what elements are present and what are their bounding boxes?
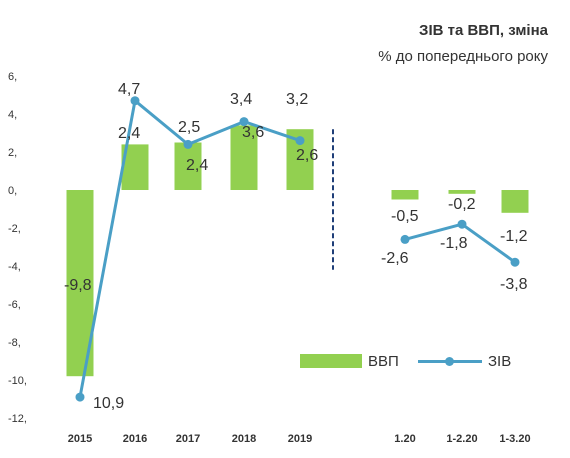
legend-item-gdp: ВВП — [300, 348, 399, 374]
legend: ВВП ЗІВ — [300, 348, 560, 374]
y-tick-label: 0, — [8, 185, 17, 197]
y-tick-label: -12, — [8, 413, 27, 425]
zib-line-labels: 10,9 4,7 2,4 3,6 2,6 -2,6 -1,8 -3,8 — [93, 81, 528, 412]
x-tick-label: 2015 — [68, 433, 92, 445]
gdp-value-label: -1,2 — [500, 228, 528, 245]
gdp-bar — [448, 190, 476, 194]
y-tick-label: -2, — [8, 223, 21, 235]
x-tick-label: 1.20 — [394, 433, 415, 445]
zib-value-label: -2,6 — [381, 250, 409, 267]
gdp-value-label: -0,5 — [391, 208, 419, 225]
gdp-bar-labels: -9,8 2,4 2,5 3,4 3,2 -0,5 -0,2 -1,2 — [64, 91, 528, 294]
gdp-value-label: 3,2 — [286, 91, 308, 108]
gdp-value-label: 2,5 — [178, 119, 200, 136]
zib-value-label: 4,7 — [118, 81, 140, 98]
x-tick-label: 1-3.20 — [499, 433, 530, 445]
x-axis-ticks: 2015 2016 2017 2018 2019 1.20 1-2.20 1-3.20 — [68, 433, 531, 445]
zib-point — [75, 392, 85, 402]
chart-subtitle: % до попереднього року — [378, 48, 548, 65]
zib-point — [130, 96, 140, 106]
zib-point — [183, 139, 193, 149]
zib-point — [239, 117, 249, 127]
legend-item-zib: ЗІВ — [418, 348, 511, 374]
legend-swatch-gdp — [300, 354, 362, 368]
zib-value-label: 2,6 — [296, 147, 318, 164]
zib-point — [510, 257, 520, 267]
legend-label-zib: ЗІВ — [488, 352, 512, 370]
zib-value-label: 2,4 — [186, 157, 208, 174]
zib-point — [295, 136, 305, 146]
y-tick-label: -8, — [8, 337, 21, 349]
y-tick-label: 6, — [8, 71, 17, 83]
zib-value-label: 10,9 — [93, 395, 124, 412]
gdp-value-label: 3,4 — [230, 91, 252, 108]
y-tick-label: 4, — [8, 109, 17, 121]
legend-swatch-zib — [418, 354, 482, 368]
gdp-value-label: -9,8 — [64, 277, 92, 294]
x-tick-label: 2016 — [123, 433, 147, 445]
gdp-bar — [230, 125, 258, 190]
legend-label-gdp: ВВП — [368, 352, 399, 370]
gdp-value-label: 2,4 — [118, 125, 140, 142]
gdp-bar — [174, 142, 202, 190]
x-tick-label: 1-2.20 — [446, 433, 477, 445]
zib-point — [400, 234, 410, 244]
x-tick-label: 2018 — [232, 433, 256, 445]
x-tick-label: 2019 — [288, 433, 312, 445]
y-tick-label: -4, — [8, 261, 21, 273]
zib-line — [75, 96, 520, 402]
x-tick-label: 2017 — [176, 433, 200, 445]
zib-value-label: -1,8 — [440, 235, 468, 252]
zib-value-label: 3,6 — [242, 124, 264, 141]
y-axis-ticks: 6, 4, 2, 0, -2, -4, -6, -8, -10, -12, — [8, 71, 27, 425]
gdp-bars — [66, 125, 529, 377]
y-tick-label: -6, — [8, 299, 21, 311]
gdp-bar — [391, 190, 419, 200]
gdp-bar — [501, 190, 529, 213]
zib-point — [457, 219, 467, 229]
chart-title: ЗІВ та ВВП, зміна — [419, 22, 548, 39]
y-tick-label: -10, — [8, 375, 27, 387]
zib-value-label: -3,8 — [500, 276, 528, 293]
gdp-value-label: -0,2 — [448, 196, 476, 213]
y-tick-label: 2, — [8, 147, 17, 159]
